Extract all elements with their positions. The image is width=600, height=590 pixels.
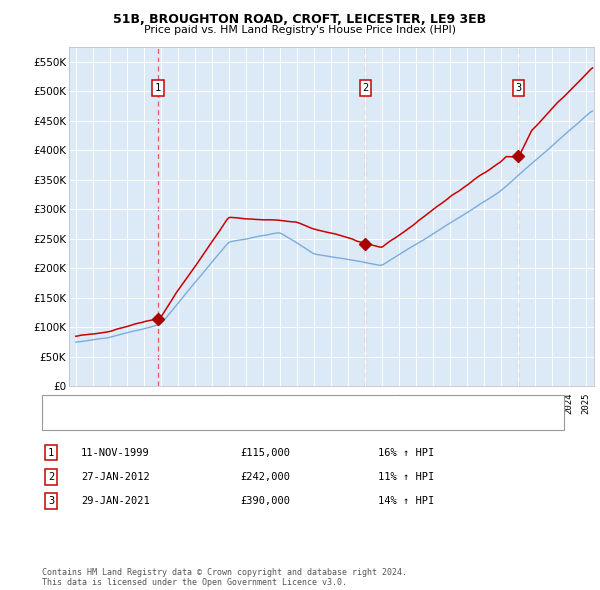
Text: 14% ↑ HPI: 14% ↑ HPI [378, 496, 434, 506]
Text: 29-JAN-2021: 29-JAN-2021 [81, 496, 150, 506]
Text: HPI: Average price, detached house, Blaby: HPI: Average price, detached house, Blab… [87, 415, 328, 425]
Text: 1: 1 [48, 448, 54, 457]
Text: £390,000: £390,000 [240, 496, 290, 506]
Text: 51B, BROUGHTON ROAD, CROFT, LEICESTER, LE9 3EB: 51B, BROUGHTON ROAD, CROFT, LEICESTER, L… [113, 13, 487, 26]
Text: 2: 2 [362, 83, 368, 93]
Text: 3: 3 [48, 496, 54, 506]
Text: Contains HM Land Registry data © Crown copyright and database right 2024.
This d: Contains HM Land Registry data © Crown c… [42, 568, 407, 587]
Text: 3: 3 [515, 83, 521, 93]
Text: £242,000: £242,000 [240, 472, 290, 481]
Text: £115,000: £115,000 [240, 448, 290, 457]
Text: 27-JAN-2012: 27-JAN-2012 [81, 472, 150, 481]
Text: 16% ↑ HPI: 16% ↑ HPI [378, 448, 434, 457]
Text: 2: 2 [48, 472, 54, 481]
Text: Price paid vs. HM Land Registry's House Price Index (HPI): Price paid vs. HM Land Registry's House … [144, 25, 456, 35]
Text: 11-NOV-1999: 11-NOV-1999 [81, 448, 150, 457]
Text: 51B, BROUGHTON ROAD, CROFT, LEICESTER,  LE9 3EB (detached house): 51B, BROUGHTON ROAD, CROFT, LEICESTER, L… [87, 400, 463, 410]
Text: 11% ↑ HPI: 11% ↑ HPI [378, 472, 434, 481]
Text: 1: 1 [155, 83, 161, 93]
